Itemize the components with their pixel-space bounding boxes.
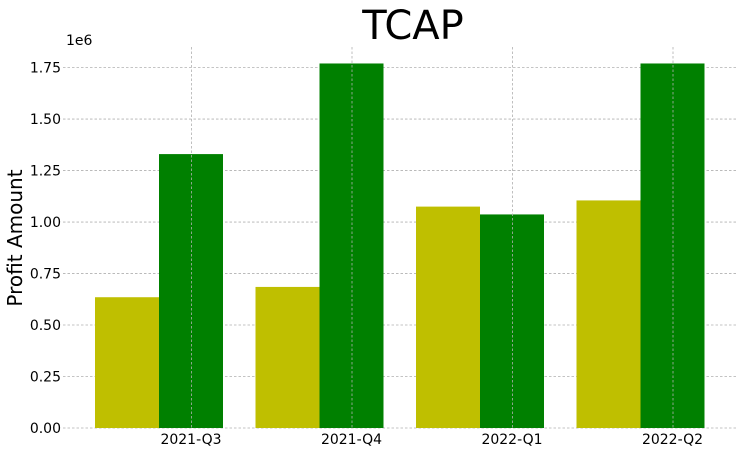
bar (319, 63, 384, 428)
y-tick-label: 0.00 (30, 421, 61, 437)
y-tick-label: 0.50 (30, 318, 61, 334)
x-gridlines (191, 47, 674, 428)
x-tick-label: 2021-Q3 (160, 432, 221, 448)
y-tick-label: 1.75 (30, 61, 61, 77)
y-tick-label: 0.25 (30, 370, 61, 386)
chart-title: TCAP (361, 3, 464, 49)
x-tick-labels: 2021-Q3 2021-Q4 2022-Q1 2022-Q2 (160, 432, 703, 448)
bar (95, 297, 159, 428)
bar (416, 206, 480, 428)
bar (576, 200, 641, 428)
bar (480, 214, 544, 428)
bar (159, 154, 223, 428)
y-axis-label: Profit Amount (3, 169, 27, 306)
y-tick-label: 1.25 (30, 164, 61, 180)
y-axis-offset-label: 1e6 (66, 33, 93, 49)
y-tick-labels: 0.00 0.25 0.50 0.75 1.00 1.25 1.50 1.75 (30, 61, 61, 437)
x-tick-label: 2022-Q2 (642, 432, 703, 448)
x-tick-label: 2022-Q1 (481, 432, 542, 448)
bar (255, 286, 320, 428)
y-tick-label: 1.50 (30, 112, 61, 128)
y-tick-label: 1.00 (30, 215, 61, 231)
x-tick-label: 2021-Q4 (321, 432, 382, 448)
bars (95, 63, 705, 428)
bar (640, 63, 705, 428)
y-tick-label: 0.75 (30, 267, 61, 283)
